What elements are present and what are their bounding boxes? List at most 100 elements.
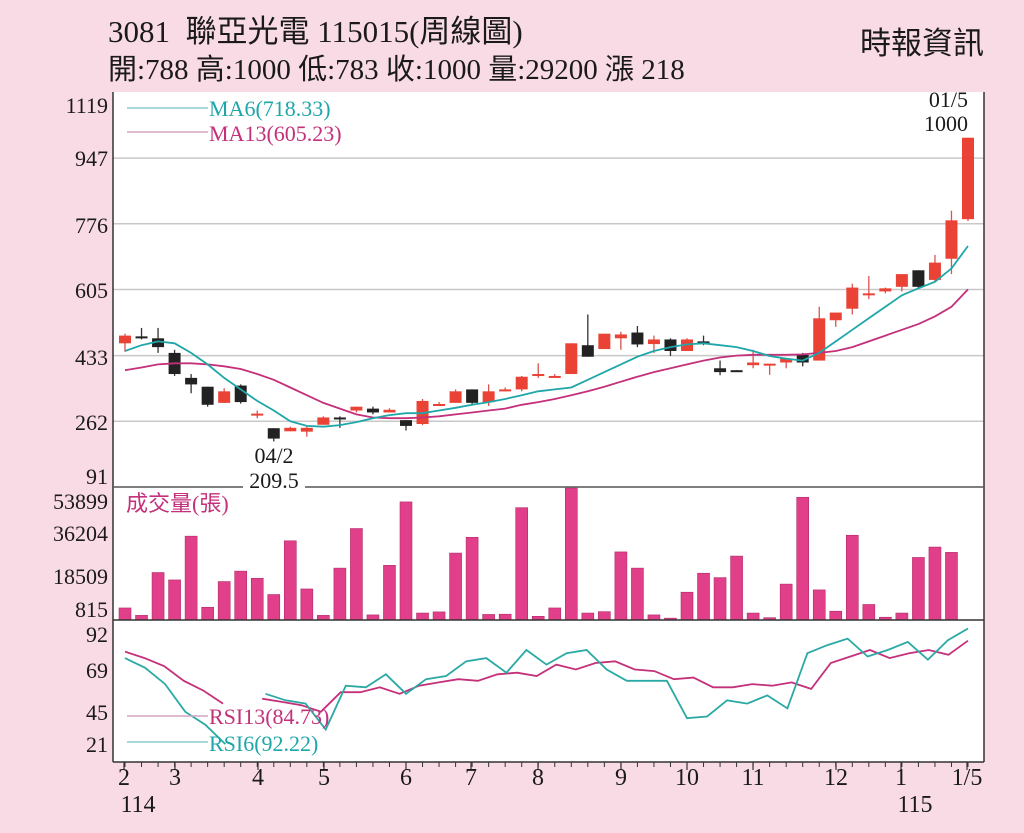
- candle: [499, 389, 512, 392]
- volume-axis: 53899 36204 18509 815: [53, 489, 108, 622]
- chart-title: 3081 聯亞光電 115015(周線圖): [108, 14, 523, 49]
- candle: [912, 270, 925, 287]
- x-axis-ticks: [123, 762, 969, 770]
- volume-bar: [283, 540, 297, 621]
- candle: [466, 389, 479, 403]
- volume-bar: [697, 572, 710, 621]
- candle: [218, 391, 231, 403]
- candle: [119, 335, 131, 344]
- candle: [614, 334, 627, 339]
- candle: [284, 427, 297, 432]
- x-month-label: 10: [675, 765, 699, 791]
- volume-bar: [350, 528, 363, 621]
- volume-bar: [366, 614, 380, 621]
- brand-label: 時報資訊: [860, 26, 984, 61]
- volume-bar: [465, 537, 479, 621]
- candle: [862, 293, 875, 296]
- volume-bar: [184, 535, 198, 621]
- volume-bar: [598, 611, 611, 621]
- price-tick: 91: [86, 464, 108, 489]
- candle: [846, 287, 859, 309]
- candle: [383, 409, 396, 413]
- x-month-label: 11: [741, 765, 764, 791]
- candle: [763, 363, 776, 366]
- x-month-label: 2: [118, 765, 130, 791]
- x-month-label: 4: [252, 765, 264, 791]
- volume-bar: [482, 614, 495, 621]
- volume-label: 成交量(張): [126, 491, 229, 516]
- candle: [548, 375, 561, 378]
- price-axis: 1119 947 776 605 433 262 91: [66, 93, 108, 489]
- price-tick: 1119: [66, 93, 108, 118]
- volume-bar: [201, 606, 214, 621]
- candle: [317, 417, 330, 425]
- candle: [945, 220, 958, 259]
- rsi-tick: 69: [86, 658, 108, 683]
- volume-bar: [730, 555, 743, 621]
- candle: [350, 406, 363, 411]
- volume-bar: [713, 577, 727, 621]
- volume-bar: [449, 552, 462, 621]
- candle: [333, 417, 346, 420]
- high-date-annotation: 01/5: [929, 87, 968, 112]
- candle: [433, 404, 446, 407]
- candle: [515, 376, 528, 390]
- candle: [201, 386, 214, 405]
- candle: [251, 413, 264, 416]
- volume-bar: [548, 607, 562, 621]
- rsi-lines: [124, 627, 969, 745]
- rsi-tick: 21: [86, 732, 108, 757]
- candle: [697, 341, 710, 344]
- x-month-label: 1/5: [952, 765, 983, 791]
- volume-bar: [267, 594, 281, 621]
- candle: [714, 368, 727, 373]
- candle: [598, 333, 611, 350]
- x-month-label: 8: [532, 765, 544, 791]
- candle: [631, 332, 644, 345]
- price-tick: 776: [75, 213, 108, 238]
- x-axis-labels: 2 3 4 5 6 7 8 9 10 11 12 1 1/5 114 115: [118, 765, 982, 818]
- candle: [400, 420, 412, 426]
- rsi6-legend-label: RSI6(92.22): [209, 731, 318, 756]
- candle: [879, 288, 892, 292]
- ohlc-summary: 開:788 高:1000 低:783 收:1000 量:29200 漲 218: [108, 54, 685, 86]
- volume-bar: [151, 572, 165, 621]
- volume-bar: [647, 614, 661, 621]
- x-month-label: 12: [824, 765, 848, 791]
- candle: [152, 338, 165, 348]
- volume-bar: [796, 496, 810, 621]
- ma-legend: MA6(718.33) MA13(605.23): [127, 96, 342, 146]
- volume-bar: [581, 612, 595, 621]
- volume-bar: [680, 591, 694, 621]
- rsi13-legend-label: RSI13(84.73): [209, 704, 329, 729]
- volume-tick: 18509: [53, 564, 108, 589]
- volume-bar: [498, 613, 512, 621]
- x-year-label: 114: [120, 792, 155, 818]
- candle: [565, 343, 578, 375]
- volume-bar: [333, 567, 347, 621]
- candle: [482, 391, 495, 403]
- ma6-legend-label: MA6(718.33): [209, 96, 331, 121]
- volume-tick: 815: [75, 597, 108, 622]
- rsi-axis: 92 69 45 21: [86, 622, 108, 757]
- candle: [780, 358, 793, 363]
- volume-bar: [779, 583, 793, 621]
- volume-bars: [118, 487, 958, 621]
- volume-bar: [118, 607, 132, 621]
- price-tick: 605: [75, 278, 108, 303]
- volume-bar: [300, 588, 314, 621]
- rsi-tick: 45: [86, 700, 108, 725]
- x-month-label: 9: [615, 765, 627, 791]
- rsi-legend: RSI13(84.73) RSI6(92.22): [127, 704, 329, 756]
- volume-bar: [912, 557, 925, 621]
- candle: [581, 345, 594, 357]
- candle: [928, 262, 941, 280]
- volume-bar: [862, 604, 876, 621]
- volume-bar: [928, 546, 942, 621]
- candle: [730, 370, 743, 373]
- low-value-annotation: 209.5: [249, 468, 299, 493]
- candlesticks: [119, 137, 974, 442]
- candle: [962, 137, 974, 220]
- candle: [747, 362, 760, 366]
